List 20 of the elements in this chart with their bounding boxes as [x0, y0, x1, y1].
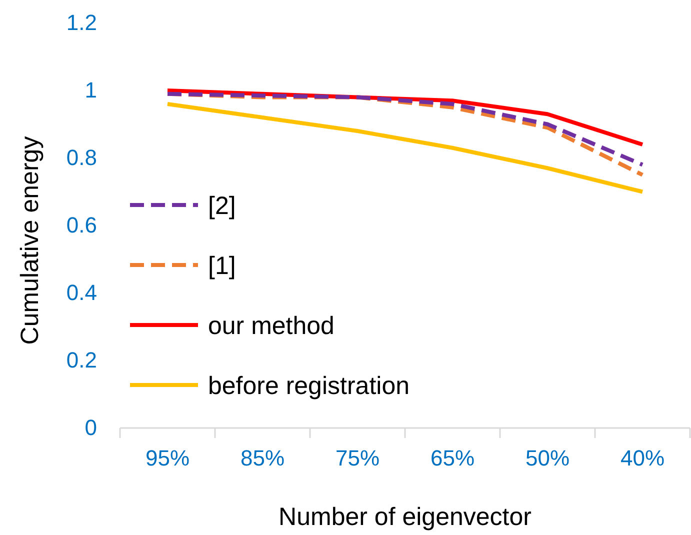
legend-label: our method: [208, 312, 334, 340]
x-tick-label: 40%: [620, 446, 665, 471]
x-tick-label: 85%: [240, 446, 285, 471]
x-tick-label: 95%: [145, 446, 190, 471]
x-axis-title: Number of eigenvector: [278, 503, 532, 531]
legend-label: [1]: [208, 252, 236, 280]
y-tick-label: 0.8: [66, 145, 97, 170]
y-tick-label: 0.6: [66, 212, 97, 238]
line-series: [166, 102, 644, 194]
y-tick-label: 0: [84, 415, 97, 440]
y-axis-title: Cumulative energy: [16, 136, 44, 345]
x-tick-label: 65%: [430, 446, 475, 471]
y-tick-label: 0.2: [66, 348, 97, 373]
y-tick-label: 0.4: [66, 280, 97, 306]
y-tick-label: 1: [84, 78, 97, 103]
legend-label: [2]: [208, 192, 236, 220]
y-tick-label: 1.2: [66, 10, 97, 36]
x-tick-label: 50%: [525, 446, 570, 471]
x-tick-label: 75%: [335, 446, 380, 471]
legend-label: before registration: [208, 372, 410, 400]
